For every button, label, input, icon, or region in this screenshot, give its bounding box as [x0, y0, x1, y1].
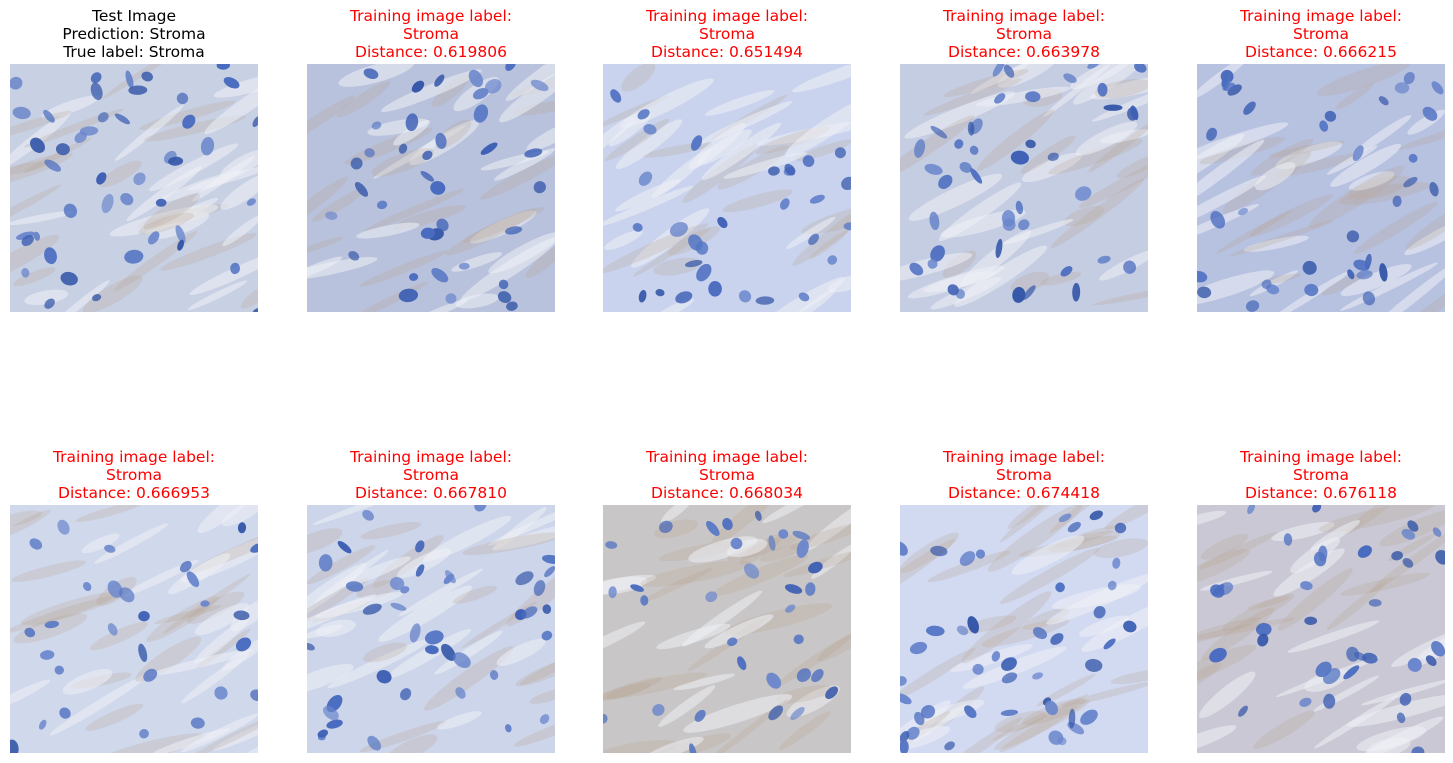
neighbor-label-value: Stroma	[870, 466, 1178, 484]
neighbor-caption: Training image label: Stroma Distance: 0…	[0, 448, 288, 502]
neighbor-label-value: Stroma	[277, 25, 585, 43]
neighbor-distance: Distance: 0.666953	[0, 484, 288, 502]
test-image-caption: Test Image Prediction: Stroma True label…	[0, 7, 288, 61]
true-label: True label: Stroma	[0, 43, 288, 61]
neighbor-image	[900, 505, 1148, 753]
neighbor-caption: Training image label: Stroma Distance: 0…	[870, 7, 1178, 61]
neighbor-caption: Training image label: Stroma Distance: 0…	[573, 7, 881, 61]
neighbor-distance: Distance: 0.666215	[1167, 43, 1453, 61]
neighbor-image	[1197, 505, 1445, 753]
neighbor-image	[603, 64, 851, 312]
neighbor-distance: Distance: 0.663978	[870, 43, 1178, 61]
neighbor-distance: Distance: 0.651494	[573, 43, 881, 61]
neighbor-label-heading: Training image label:	[0, 448, 288, 466]
neighbor-label-value: Stroma	[1167, 25, 1453, 43]
neighbor-caption: Training image label: Stroma Distance: 0…	[1167, 7, 1453, 61]
neighbor-label-heading: Training image label:	[277, 7, 585, 25]
neighbor-image	[307, 505, 555, 753]
neighbor-caption: Training image label: Stroma Distance: 0…	[870, 448, 1178, 502]
neighbor-image	[900, 64, 1148, 312]
neighbor-distance: Distance: 0.619806	[277, 43, 585, 61]
neighbor-caption: Training image label: Stroma Distance: 0…	[277, 7, 585, 61]
neighbor-image	[10, 505, 258, 753]
neighbor-label-value: Stroma	[573, 466, 881, 484]
neighbor-label-value: Stroma	[277, 466, 585, 484]
neighbor-label-heading: Training image label:	[277, 448, 585, 466]
neighbor-image	[307, 64, 555, 312]
neighbor-label-heading: Training image label:	[573, 448, 881, 466]
neighbor-label-value: Stroma	[573, 25, 881, 43]
neighbor-distance: Distance: 0.674418	[870, 484, 1178, 502]
neighbor-label-heading: Training image label:	[1167, 7, 1453, 25]
test-image-title: Test Image	[0, 7, 288, 25]
neighbor-image	[1197, 64, 1445, 312]
neighbor-label-heading: Training image label:	[573, 7, 881, 25]
neighbor-label-heading: Training image label:	[1167, 448, 1453, 466]
neighbor-caption: Training image label: Stroma Distance: 0…	[1167, 448, 1453, 502]
neighbor-image	[603, 505, 851, 753]
neighbor-label-value: Stroma	[1167, 466, 1453, 484]
neighbor-caption: Training image label: Stroma Distance: 0…	[573, 448, 881, 502]
neighbor-distance: Distance: 0.668034	[573, 484, 881, 502]
neighbor-caption: Training image label: Stroma Distance: 0…	[277, 448, 585, 502]
test-image	[10, 64, 258, 312]
neighbor-distance: Distance: 0.676118	[1167, 484, 1453, 502]
neighbor-distance: Distance: 0.667810	[277, 484, 585, 502]
neighbor-label-value: Stroma	[870, 25, 1178, 43]
neighbor-label-heading: Training image label:	[870, 448, 1178, 466]
neighbor-label-value: Stroma	[0, 466, 288, 484]
neighbor-label-heading: Training image label:	[870, 7, 1178, 25]
prediction-label: Prediction: Stroma	[0, 25, 288, 43]
